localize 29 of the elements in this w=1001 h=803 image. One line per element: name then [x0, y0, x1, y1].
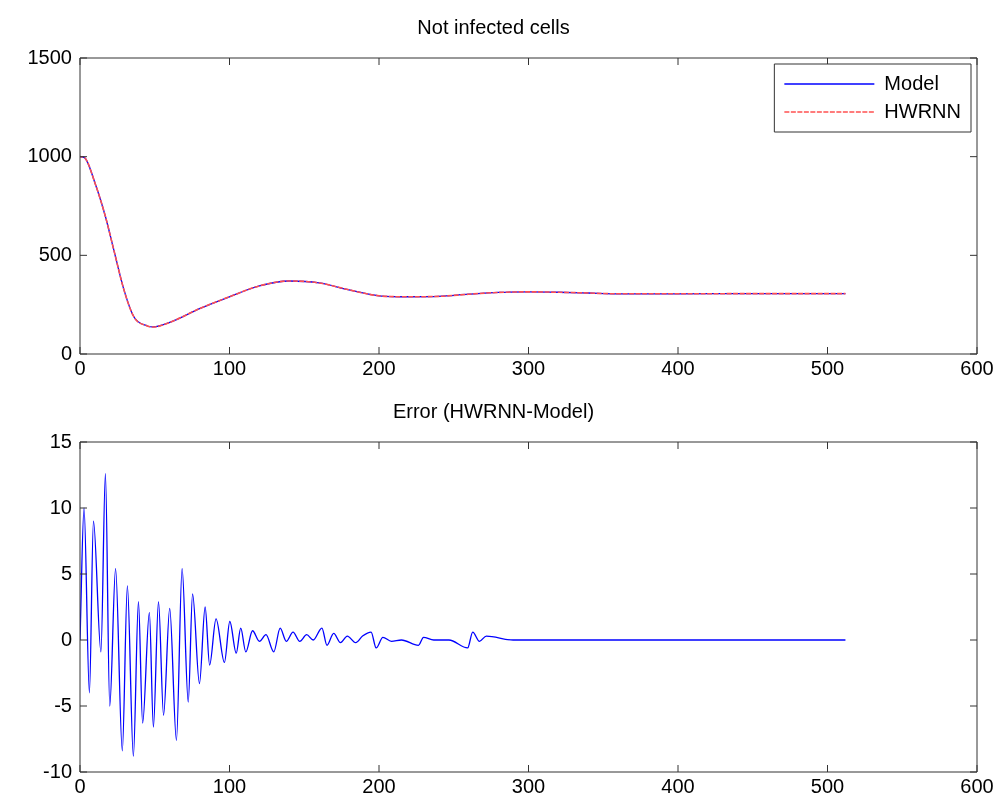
x-tick-label: 300 — [511, 774, 546, 797]
y-tick-label: -5 — [54, 693, 72, 716]
x-tick-label: 200 — [362, 356, 396, 379]
x-tick-label: 500 — [810, 774, 845, 797]
y-tick-label: 500 — [38, 242, 72, 265]
x-tick-label: 300 — [511, 356, 546, 379]
chart-title: Not infected cells — [417, 15, 570, 38]
legend-label: HWRNN — [884, 99, 962, 122]
x-tick-label: 200 — [362, 774, 396, 797]
y-tick-label: 0 — [60, 341, 72, 364]
x-tick-label: 0 — [74, 356, 86, 379]
y-tick-label: 1000 — [27, 144, 72, 167]
y-tick-label: 10 — [49, 495, 72, 518]
x-tick-label: 0 — [74, 774, 86, 797]
y-tick-label: 5 — [60, 561, 72, 584]
x-tick-label: 400 — [661, 774, 695, 797]
chart-title: Error (HWRNN-Model) — [392, 399, 595, 422]
y-tick-label: 1500 — [27, 45, 72, 68]
y-tick-label: -10 — [43, 759, 72, 782]
x-tick-label: 400 — [661, 356, 695, 379]
line-series — [80, 473, 847, 757]
x-tick-label: 500 — [810, 356, 845, 379]
legend-label: Model — [884, 71, 939, 94]
x-tick-label: 100 — [212, 774, 247, 797]
x-tick-label: 100 — [212, 356, 247, 379]
y-tick-label: 0 — [60, 627, 72, 650]
y-tick-label: 15 — [49, 429, 72, 452]
x-tick-label: 600 — [960, 356, 994, 379]
x-tick-label: 600 — [960, 774, 994, 797]
